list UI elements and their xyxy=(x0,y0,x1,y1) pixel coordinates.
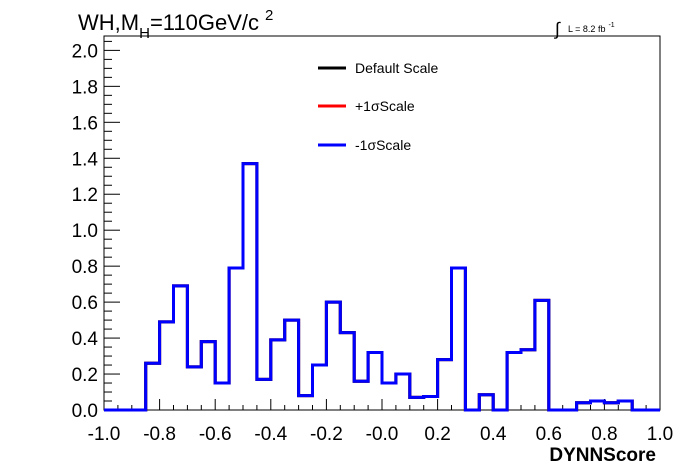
x-axis-label: DYNNScore xyxy=(549,445,656,466)
y-tick-label: 1.8 xyxy=(72,77,98,98)
x-tick-label: -0.2 xyxy=(310,424,343,445)
legend: Default Scale +1σScale -1σScale xyxy=(318,60,438,153)
x-tick-label: 0.8 xyxy=(591,424,617,445)
y-tick-label: 1.0 xyxy=(72,221,98,242)
x-tick-label: 0.4 xyxy=(480,424,507,445)
y-tick-label: 1.2 xyxy=(72,185,98,206)
x-tick-label: 0.2 xyxy=(424,424,450,445)
series-layer xyxy=(104,162,660,412)
y-tick-label: 0.2 xyxy=(72,365,98,386)
legend-label-default: Default Scale xyxy=(355,60,438,76)
y-tick-label: 2.0 xyxy=(72,41,98,62)
x-tick-label: -0.0 xyxy=(366,424,399,445)
series-line-minus1sigma xyxy=(104,162,660,412)
x-tick-label: -0.4 xyxy=(254,424,287,445)
lumi-text: L = 8.2 fb xyxy=(568,24,605,34)
title-main: WH,M xyxy=(78,10,139,35)
x-tick-label: -0.6 xyxy=(199,424,232,445)
x-tick-label: -1.0 xyxy=(88,424,121,445)
lumi-integral-symbol: ∫ xyxy=(553,19,561,39)
legend-label-minus: -1σScale xyxy=(355,137,411,153)
y-tick-label: 1.6 xyxy=(72,113,98,134)
title-rest: =110GeV/c xyxy=(150,10,259,35)
lumi-superscript: -1 xyxy=(608,22,614,29)
y-tick-label: 0.4 xyxy=(72,329,99,350)
y-tick-label: 1.4 xyxy=(72,149,99,170)
legend-label-plus: +1σScale xyxy=(355,98,415,114)
title-superscript: 2 xyxy=(265,7,273,24)
title-subscript: H xyxy=(139,25,150,42)
x-tick-label: -0.8 xyxy=(143,424,176,445)
x-tick-label: 0.6 xyxy=(536,424,562,445)
x-tick-label: 1.0 xyxy=(647,424,673,445)
lumi-label: L = 8.2 fb -1 xyxy=(568,22,615,34)
y-tick-label: 0.0 xyxy=(72,401,98,422)
y-tick-label: 0.8 xyxy=(72,257,98,278)
chart-title: WH,MH=110GeV/c 2 xyxy=(78,7,273,42)
axes: -1.0 -0.8 -0.6 -0.4 -0.2 -0.0 0.2 0.4 0.6 0.8 1.0 0… xyxy=(72,40,673,445)
y-tick-label: 0.6 xyxy=(72,293,98,314)
